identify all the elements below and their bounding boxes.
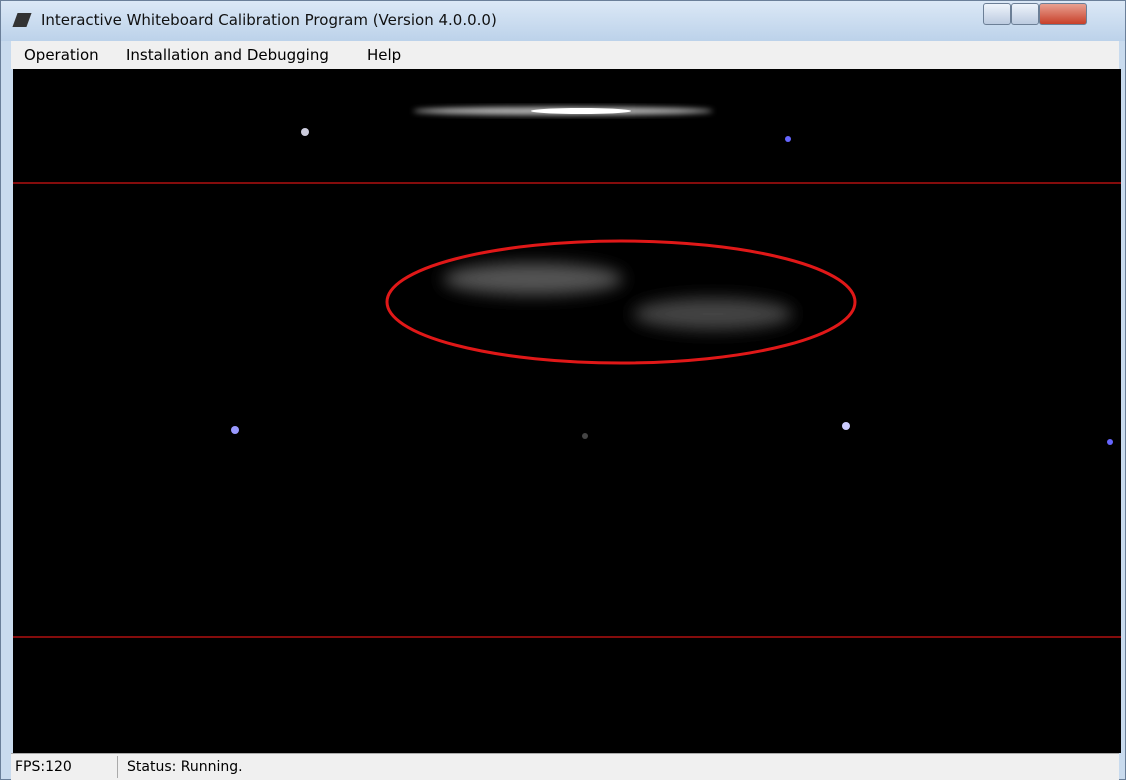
noise-blob	[633, 298, 793, 330]
maximize-button[interactable]	[1011, 3, 1039, 25]
light-point	[582, 433, 588, 439]
light-point	[231, 426, 239, 434]
light-point	[842, 422, 850, 430]
highlight-ellipse	[387, 241, 855, 363]
app-icon	[12, 13, 31, 27]
fps-label: FPS:120	[15, 759, 72, 775]
window-title: Interactive Whiteboard Calibration Progr…	[41, 11, 497, 29]
body: Interactive Whiteboard Calibration Progr…	[0, 0, 1126, 780]
status-label: Status: Running.	[127, 759, 243, 775]
menu-bar: Operation Installation and Debugging Hel…	[11, 41, 1119, 69]
menu-item[interactable]: Installation and Debugging	[126, 46, 329, 64]
close-button[interactable]	[1039, 3, 1087, 25]
light-point	[301, 128, 309, 136]
menu-item[interactable]: Help	[367, 46, 401, 64]
window: Interactive Whiteboard Calibration Progr…	[0, 0, 1126, 780]
page: Calibration {"window": {"title": "Intera…	[0, 0, 1126, 780]
light-point	[1107, 439, 1113, 445]
separator	[117, 756, 118, 778]
light-point	[785, 136, 791, 142]
status-bar: FPS:120 Status: Running.	[11, 753, 1119, 780]
title-bar: Interactive Whiteboard Calibration Progr…	[1, 1, 1125, 41]
camera-view	[13, 69, 1121, 753]
minimize-button[interactable]	[983, 3, 1011, 25]
menu-item[interactable]: Operation	[24, 46, 99, 64]
noise-blob	[443, 263, 623, 295]
light-streak	[531, 108, 631, 114]
